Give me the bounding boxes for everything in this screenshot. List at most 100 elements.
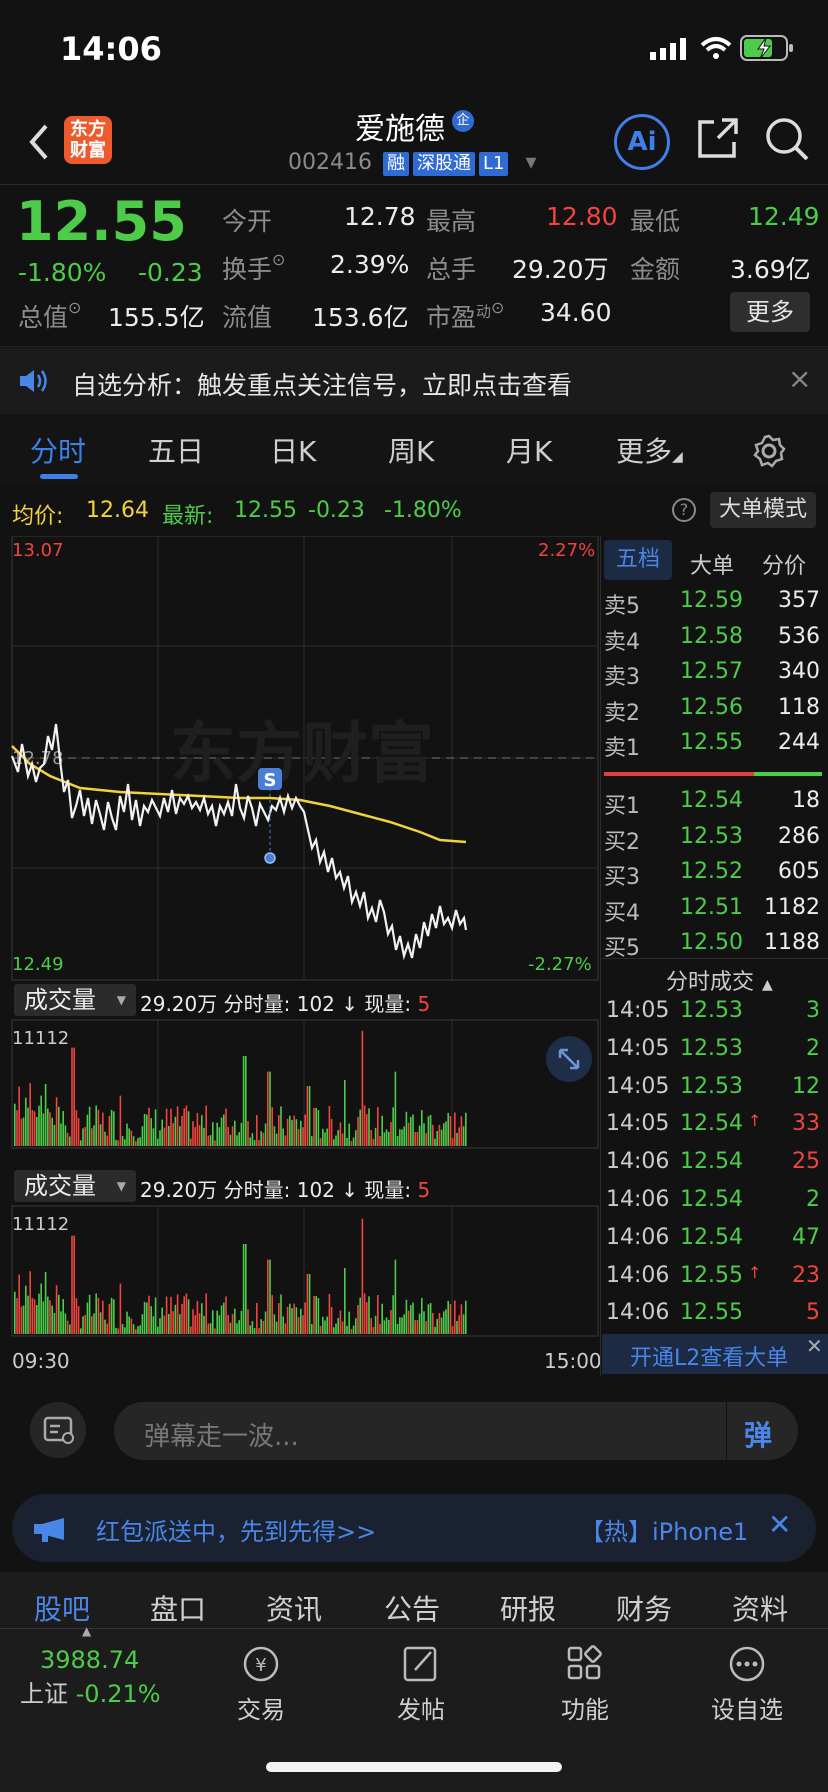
volume-bar [128, 1128, 130, 1146]
volume-bar [93, 1313, 95, 1334]
tab-large-orders[interactable]: 大单 [690, 554, 735, 579]
volume-bar [328, 1294, 331, 1334]
tab-weekly-k[interactable]: 周K [388, 435, 435, 468]
volume-bar [152, 1128, 155, 1146]
promo-banner[interactable]: 红包派送中，先到先得>> 【热】iPhone17 ✕ [12, 1494, 816, 1562]
order-book-row[interactable]: 卖2 12.56 118 [604, 691, 826, 726]
volume-bar [344, 1080, 346, 1146]
info-icon[interactable]: ⊙ [272, 250, 286, 269]
order-book-row[interactable]: 卖4 12.58 536 [604, 620, 826, 655]
l2-banner[interactable]: 开通L2查看大单 ✕ [602, 1334, 828, 1374]
volume-bar [22, 1305, 25, 1334]
share-icon[interactable] [696, 116, 740, 160]
volume-bar [432, 1312, 434, 1334]
close-icon[interactable]: ✕ [768, 1508, 792, 1541]
send-danmaku-button[interactable]: 弹 [744, 1419, 773, 1452]
trade-button[interactable]: ¥ 交易 [186, 1644, 336, 1725]
volume-bar [119, 1095, 122, 1146]
notice-text[interactable]: 自选分析：触发重点关注信号，立即点击查看 [72, 371, 573, 400]
nav-handicap[interactable]: 盘口 [150, 1593, 207, 1626]
intraday-chart[interactable]: 东方财富 13.07 2.27% 12.49 -2.27% 12.78 S 11… [0, 536, 600, 1372]
order-book-row[interactable]: 买5 12.50 1188 [604, 926, 826, 961]
tab-monthly-k[interactable]: 月K [506, 435, 553, 468]
app-logo[interactable]: 东方 财富 [64, 116, 112, 164]
volume-bar [374, 1127, 377, 1146]
volume-bar [253, 1140, 256, 1146]
volume-bar [388, 1319, 390, 1334]
volume-bar [113, 1111, 115, 1146]
add-watchlist-button[interactable]: 设自选 [672, 1644, 822, 1725]
tab-price-dist[interactable]: 分价 [762, 554, 807, 579]
comment-placeholder: 弹幕走一波... [144, 1422, 299, 1452]
info-icon[interactable]: ⊙ [68, 298, 82, 317]
volume-bar [262, 1132, 265, 1146]
volume-bar [33, 1111, 36, 1146]
back-icon[interactable] [26, 122, 50, 162]
nav-announcements[interactable]: 公告 [384, 1593, 441, 1626]
low-value: 12.49 [748, 202, 820, 231]
sell-buy-ratio-bar [604, 772, 754, 776]
order-book-row[interactable]: 买3 12.52 605 [604, 855, 826, 890]
ai-button[interactable]: Ai [614, 114, 670, 170]
order-book-row[interactable]: 卖1 12.55 244 [604, 726, 826, 761]
volume-bar [165, 1108, 168, 1146]
expand-icon[interactable] [546, 1036, 592, 1082]
indicator-select[interactable]: 成交量 ▼ [14, 1170, 136, 1202]
volume-bar [410, 1117, 412, 1146]
nav-forum[interactable]: 股吧 [34, 1593, 91, 1626]
volume-bar [425, 1321, 427, 1334]
volume-bar [443, 1123, 445, 1146]
volume-bar [75, 1298, 78, 1334]
tab-intraday[interactable]: 分时 [30, 435, 87, 468]
info-icon[interactable]: ⊙ [491, 298, 505, 317]
volume-bar [348, 1311, 350, 1334]
volume-bar [38, 1105, 40, 1146]
volume-bars [14, 1030, 467, 1146]
functions-button[interactable]: 功能 [510, 1644, 660, 1725]
volume-bar [319, 1326, 322, 1334]
stock-code-line[interactable]: 002416 融深股通 L1 ▾ [288, 150, 537, 176]
order-book-row[interactable]: 买4 12.51 1182 [604, 891, 826, 926]
sell-signal-marker[interactable] [258, 768, 282, 790]
tab-5day[interactable]: 五日 [148, 435, 205, 468]
close-icon[interactable]: ✕ [806, 1334, 823, 1358]
volume-bar [370, 1318, 372, 1334]
order-book-row[interactable]: 卖3 12.57 340 [604, 655, 826, 690]
tab-daily-k[interactable]: 日K [270, 435, 317, 468]
signal-point [264, 852, 276, 864]
large-order-mode-button[interactable]: 大单模式 [710, 492, 816, 528]
volume-bar [267, 1259, 269, 1334]
settings-icon[interactable] [752, 434, 786, 468]
tab-indicator [40, 474, 78, 479]
close-icon[interactable]: × [788, 362, 812, 395]
cellular-icon [650, 38, 686, 60]
order-book-row[interactable]: 买1 12.54 18 [604, 784, 826, 819]
volume-bar [282, 1128, 284, 1146]
tab-more[interactable]: 更多◢ [616, 435, 683, 468]
volume-bar [304, 1114, 306, 1146]
help-icon[interactable]: ? [672, 498, 696, 522]
nav-research[interactable]: 研报 [500, 1593, 557, 1626]
volume-bar [253, 1328, 256, 1334]
nav-news[interactable]: 资讯 [266, 1593, 323, 1626]
more-button[interactable]: 更多 [730, 292, 810, 332]
search-icon[interactable] [764, 116, 810, 162]
comment-input[interactable]: 弹幕走一波... 弹 [114, 1402, 798, 1460]
notice-bar[interactable]: 自选分析：触发重点关注信号，立即点击查看 × [0, 348, 828, 414]
volume-bar [104, 1131, 106, 1146]
volume-bar [225, 1296, 227, 1334]
nav-profile[interactable]: 资料 [732, 1593, 789, 1626]
level-label: 买1 [604, 794, 640, 819]
volume-bar [403, 1126, 405, 1146]
volume-bar [300, 1308, 302, 1334]
nav-finance[interactable]: 财务 [616, 1593, 673, 1626]
volume-bar [55, 1097, 58, 1146]
tab-five-levels[interactable]: 五档 [604, 540, 672, 580]
index-ticker[interactable]: 3988.74 上证 -0.21% [20, 1646, 180, 1709]
order-book-row[interactable]: 卖5 12.59 357 [604, 584, 826, 619]
volume-bar [245, 1244, 247, 1334]
post-button[interactable]: 发帖 [346, 1644, 496, 1725]
order-book-row[interactable]: 买2 12.53 286 [604, 820, 826, 855]
indicator-select[interactable]: 成交量 ▼ [14, 984, 136, 1016]
danmaku-toggle-button[interactable] [30, 1402, 86, 1458]
